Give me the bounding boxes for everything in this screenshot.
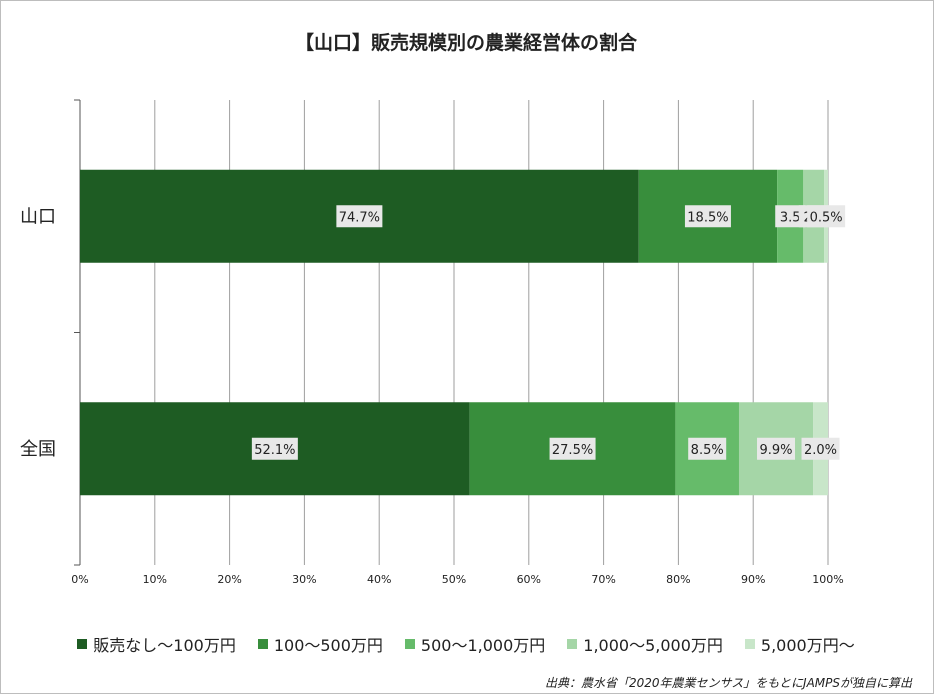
data-label-box — [688, 437, 727, 460]
chart-plot: 0% 10% 20% 30% 40% 50% 60% 70% 80% 90% 100% 山口 74.7%… — [20, 99, 846, 586]
legend-label: 販売なし～100万円 — [93, 636, 236, 655]
x-tick-label: 100% — [812, 573, 843, 586]
category-label: 全国 — [20, 439, 56, 460]
data-label: 9.9% — [759, 443, 792, 458]
data-label: 74.7% — [339, 210, 380, 225]
legend-item: 販売なし～100万円 — [77, 632, 236, 656]
data-label-box — [549, 437, 596, 460]
data-label-box — [757, 437, 796, 460]
data-label: 3.5 — [780, 210, 801, 225]
data-label-box — [775, 205, 806, 228]
x-tick-label: 10% — [143, 573, 167, 586]
data-label: 2.0% — [804, 443, 837, 458]
chart-legend: 販売なし～100万円 100～500万円 500～1,000万円 1,000～5,00… — [0, 632, 932, 656]
data-label: 52.1% — [254, 443, 295, 458]
x-tick-label: 30% — [292, 573, 316, 586]
data-label-box — [807, 205, 846, 228]
data-label-box — [336, 205, 383, 228]
x-tick-label: 80% — [666, 573, 690, 586]
data-label-box — [801, 437, 840, 460]
legend-item: 5,000万円～ — [744, 632, 855, 656]
x-tick-label: 40% — [367, 573, 391, 586]
legend-label: 500～1,000万円 — [420, 636, 546, 655]
legend-item: 100～500万円 — [257, 632, 383, 656]
x-tick-label: 90% — [741, 573, 765, 586]
legend-swatch — [257, 639, 268, 649]
legend-swatch — [567, 639, 578, 649]
source-note: 出典：農水省「2020年農業センサス」をもとにJAMPSが独自に算出 — [544, 676, 912, 690]
legend-swatch — [744, 639, 755, 649]
x-tick-label: 60% — [517, 573, 541, 586]
x-tick-label: 70% — [591, 573, 615, 586]
data-label: 8.5% — [691, 443, 724, 458]
data-label-box — [251, 437, 298, 460]
x-tick-label: 0% — [71, 573, 88, 586]
data-label: 27.5% — [552, 443, 593, 458]
x-tick-label: 20% — [217, 573, 241, 586]
x-tick-label: 50% — [442, 573, 466, 586]
data-label: 0.5% — [810, 210, 843, 225]
legend-label: 1,000～5,000万円 — [583, 636, 723, 655]
legend-label: 5,000万円～ — [760, 636, 855, 655]
chart-title: 【山口】販売規模別の農業経営体の割合 — [294, 32, 637, 54]
legend-swatch — [404, 639, 415, 649]
legend-item: 500～1,000万円 — [404, 632, 546, 656]
legend-swatch — [77, 639, 88, 649]
data-label-box — [684, 205, 731, 228]
legend-label: 100～500万円 — [273, 636, 383, 655]
legend-item: 1,000～5,000万円 — [567, 632, 723, 656]
category-label: 山口 — [20, 206, 56, 227]
data-label: 18.5% — [687, 210, 728, 225]
